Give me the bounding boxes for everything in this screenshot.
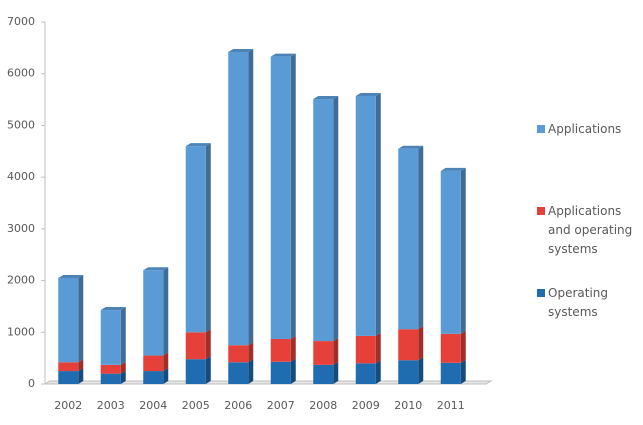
y-tick-label: 1000 bbox=[7, 325, 35, 338]
bar-depth bbox=[418, 145, 424, 330]
bar-depth bbox=[163, 352, 169, 372]
bar-depth bbox=[163, 267, 169, 356]
bar-depth bbox=[460, 359, 466, 384]
bar-depth bbox=[120, 307, 126, 365]
bar-depth bbox=[418, 326, 424, 361]
bar-depth bbox=[205, 143, 211, 333]
x-tick-label: 2006 bbox=[224, 399, 252, 412]
bar-segment bbox=[440, 362, 461, 384]
bar-top bbox=[100, 307, 126, 311]
x-tick-label: 2004 bbox=[139, 399, 167, 412]
y-tick-label: 2000 bbox=[7, 274, 35, 287]
bar-segment bbox=[100, 364, 121, 374]
bar-depth bbox=[163, 368, 169, 384]
bar-segment bbox=[398, 329, 419, 361]
bar-segment bbox=[228, 345, 249, 363]
bar-segment bbox=[100, 373, 121, 384]
y-tick-label: 0 bbox=[28, 377, 35, 390]
y-tick-label: 3000 bbox=[7, 222, 35, 235]
legend-swatch bbox=[537, 125, 545, 133]
bar-segment bbox=[185, 332, 206, 360]
legend-label: Applications bbox=[548, 122, 622, 136]
bar-top bbox=[398, 145, 424, 149]
x-tick-label: 2011 bbox=[437, 399, 465, 412]
bar-segment bbox=[313, 364, 334, 384]
bar-segment bbox=[185, 146, 206, 333]
bar-depth bbox=[78, 274, 84, 363]
bar-depth bbox=[78, 359, 84, 372]
bar-depth bbox=[248, 359, 254, 384]
bar-segment bbox=[143, 371, 164, 384]
legend-label: Applications and operating systems bbox=[548, 204, 633, 256]
bar-segment bbox=[228, 51, 249, 346]
bar-top bbox=[313, 96, 339, 100]
bar-top bbox=[355, 92, 381, 96]
bar-segment bbox=[270, 339, 291, 362]
x-tick-label: 2010 bbox=[394, 399, 422, 412]
bar-segment bbox=[185, 359, 206, 384]
bar-segment bbox=[440, 333, 461, 363]
y-tick-label: 4000 bbox=[7, 170, 35, 183]
x-tick-label: 2005 bbox=[182, 399, 210, 412]
bar-depth bbox=[290, 358, 296, 384]
bar-segment bbox=[228, 362, 249, 384]
bar-depth bbox=[120, 370, 126, 384]
bar-segment bbox=[143, 270, 164, 356]
bar-segment bbox=[58, 362, 79, 372]
bar-depth bbox=[418, 357, 424, 384]
bar-depth bbox=[78, 368, 84, 384]
bar-depth bbox=[290, 53, 296, 340]
bar-segment bbox=[355, 363, 376, 384]
bar-depth bbox=[460, 330, 466, 363]
bar-depth bbox=[120, 361, 126, 374]
bar-depth bbox=[205, 356, 211, 384]
bar-segment bbox=[100, 310, 121, 365]
bar-depth bbox=[333, 338, 339, 365]
bar-segment bbox=[58, 277, 79, 363]
bar-segment bbox=[58, 371, 79, 384]
legend-swatch bbox=[537, 289, 545, 297]
bar-segment bbox=[270, 361, 291, 384]
bar-top bbox=[270, 53, 296, 57]
bar-depth bbox=[290, 336, 296, 362]
bar-top bbox=[143, 267, 169, 271]
bar-depth bbox=[333, 96, 339, 342]
x-tick-label: 2008 bbox=[309, 399, 337, 412]
bar-top bbox=[58, 274, 84, 278]
bar-depth bbox=[375, 360, 381, 384]
bar-segment bbox=[270, 56, 291, 340]
bar-depth bbox=[248, 342, 254, 363]
legend-swatch bbox=[537, 207, 545, 215]
bar-top bbox=[185, 143, 211, 147]
bar-segment bbox=[143, 355, 164, 372]
bar-depth bbox=[333, 361, 339, 384]
bar-segment bbox=[313, 99, 334, 342]
y-tick-label: 7000 bbox=[7, 15, 35, 28]
bar-top bbox=[228, 48, 254, 52]
bar-depth bbox=[375, 332, 381, 364]
y-tick-label: 6000 bbox=[7, 67, 35, 80]
bar-depth bbox=[205, 329, 211, 360]
y-tick-label: 5000 bbox=[7, 118, 35, 131]
bar-depth bbox=[460, 167, 466, 334]
bar-depth bbox=[375, 92, 381, 336]
bar-segment bbox=[313, 341, 334, 365]
x-tick-label: 2009 bbox=[352, 399, 380, 412]
x-tick-label: 2003 bbox=[97, 399, 125, 412]
bar-segment bbox=[398, 148, 419, 330]
legend-label: Operating systems bbox=[548, 286, 608, 319]
bar-top bbox=[440, 167, 466, 171]
bar-segment bbox=[440, 170, 461, 334]
bar-depth bbox=[248, 48, 254, 346]
bar-segment bbox=[355, 95, 376, 336]
x-tick-label: 2007 bbox=[267, 399, 295, 412]
bar-segment bbox=[398, 360, 419, 384]
bar-segment bbox=[355, 335, 376, 364]
x-tick-label: 2002 bbox=[54, 399, 82, 412]
